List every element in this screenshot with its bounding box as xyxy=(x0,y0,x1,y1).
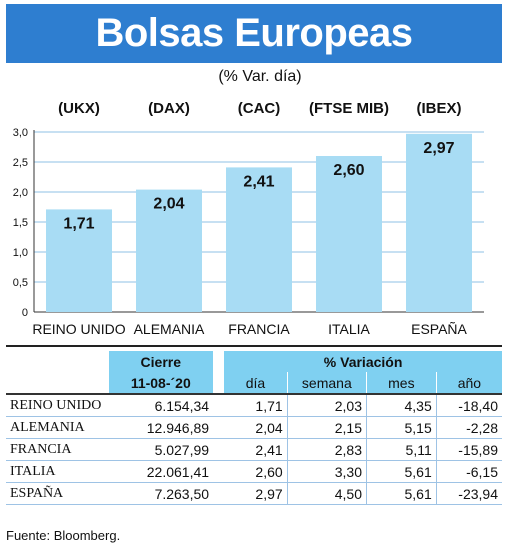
ticker-row: (UKX) (DAX) (CAC) (FTSE MIB) (IBEX) xyxy=(0,100,520,122)
bar-value-label: 2,60 xyxy=(333,162,364,179)
row-semana: 2,83 xyxy=(286,438,367,461)
ticker-label: (UKX) xyxy=(58,100,100,117)
bar xyxy=(406,133,472,312)
bar xyxy=(226,167,292,312)
row-dia: 1,71 xyxy=(224,394,288,417)
row-dia: 2,60 xyxy=(224,460,288,483)
row-name: FRANCIA xyxy=(6,438,109,461)
chart-subtitle: (% Var. día) xyxy=(218,68,302,85)
row-semana: 2,03 xyxy=(286,394,367,417)
bar xyxy=(136,189,202,312)
y-tick-label: 2,0 xyxy=(13,187,28,199)
row-mes: 4,35 xyxy=(366,394,437,417)
x-category-label: ALEMANIA xyxy=(134,321,205,337)
row-name: ALEMANIA xyxy=(6,416,109,439)
table-row: FRANCIA 5.027,99 2,41 2,83 5,11 -15,89 xyxy=(6,438,502,461)
col-header-dia: día xyxy=(224,372,288,395)
y-tick-label: 2,5 xyxy=(13,157,28,169)
row-cierre: 7.263,50 xyxy=(108,482,214,505)
y-tick-label: 3,0 xyxy=(13,127,28,139)
table-subheader-row: 11-08-´20 día semana mes año xyxy=(6,372,502,395)
y-tick-label: 0,5 xyxy=(13,277,28,289)
row-cierre: 22.061,41 xyxy=(108,460,214,483)
x-category-label: REINO UNIDO xyxy=(32,321,125,337)
table-row: ESPAÑA 7.263,50 2,97 4,50 5,61 -23,94 xyxy=(6,482,502,505)
y-tick-label: 1,5 xyxy=(13,217,28,229)
bar-chart: 0 0,5 1,0 1,5 2,0 2,5 3,0 1,71 REINO UNIDO 2,04 AL… xyxy=(13,127,484,337)
bar xyxy=(316,156,382,312)
row-dia: 2,04 xyxy=(224,416,288,439)
row-anio: -18,40 xyxy=(435,394,502,417)
row-mes: 5,61 xyxy=(366,482,437,505)
row-name: ESPAÑA xyxy=(6,482,109,505)
row-cierre: 6.154,34 xyxy=(108,394,214,417)
table-row: ITALIA 22.061,41 2,60 3,30 5,61 -6,15 xyxy=(6,460,502,483)
header-variacion: % Variación xyxy=(224,351,502,372)
table-row: ALEMANIA 12.946,89 2,04 2,15 5,15 -2,28 xyxy=(6,416,502,439)
row-anio: -23,94 xyxy=(435,482,502,505)
row-semana: 2,15 xyxy=(286,416,367,439)
row-cierre: 12.946,89 xyxy=(108,416,214,439)
col-header-mes: mes xyxy=(366,372,437,395)
header-cierre: Cierre xyxy=(108,351,214,372)
row-mes: 5,11 xyxy=(366,438,437,461)
row-semana: 3,30 xyxy=(286,460,367,483)
row-cierre: 5.027,99 xyxy=(108,438,214,461)
ticker-label: (DAX) xyxy=(148,100,190,117)
bar-value-label: 2,41 xyxy=(243,173,274,190)
x-category-label: FRANCIA xyxy=(228,321,290,337)
divider xyxy=(6,345,502,347)
ticker-label: (CAC) xyxy=(237,100,281,117)
quotes-table: Cierre % Variación 11-08-´20 día semana … xyxy=(6,351,502,505)
ticker-label: (IBEX) xyxy=(416,100,462,117)
title-banner: Bolsas Europeas xyxy=(6,4,502,63)
row-dia: 2,41 xyxy=(224,438,288,461)
header-date: 11-08-´20 xyxy=(108,372,214,395)
bar-value-label: 2,97 xyxy=(423,140,454,157)
x-category-label: ITALIA xyxy=(328,321,370,337)
ticker-label: (FTSE MIB) xyxy=(309,100,389,117)
bar xyxy=(46,209,112,312)
row-dia: 2,97 xyxy=(224,482,288,505)
col-header-semana: semana xyxy=(286,372,367,395)
source-note: Fuente: Bloomberg. xyxy=(6,528,121,543)
row-anio: -15,89 xyxy=(435,438,502,461)
row-mes: 5,61 xyxy=(366,460,437,483)
col-header-anio: año xyxy=(435,372,502,395)
bar-value-label: 1,71 xyxy=(63,215,94,232)
y-tick-label: 1,0 xyxy=(13,247,28,259)
row-name: REINO UNIDO xyxy=(6,394,109,417)
bar-value-label: 2,04 xyxy=(153,196,184,213)
row-anio: -2,28 xyxy=(435,416,502,439)
table-row: REINO UNIDO 6.154,34 1,71 2,03 4,35 -18,… xyxy=(6,394,502,417)
row-mes: 5,15 xyxy=(366,416,437,439)
x-category-label: ESPAÑA xyxy=(411,321,467,337)
row-semana: 4,50 xyxy=(286,482,367,505)
page-title: Bolsas Europeas xyxy=(95,11,413,55)
row-anio: -6,15 xyxy=(435,460,502,483)
table-header-row: Cierre % Variación xyxy=(6,351,502,372)
y-tick-label: 0 xyxy=(22,307,28,319)
row-name: ITALIA xyxy=(6,460,109,483)
